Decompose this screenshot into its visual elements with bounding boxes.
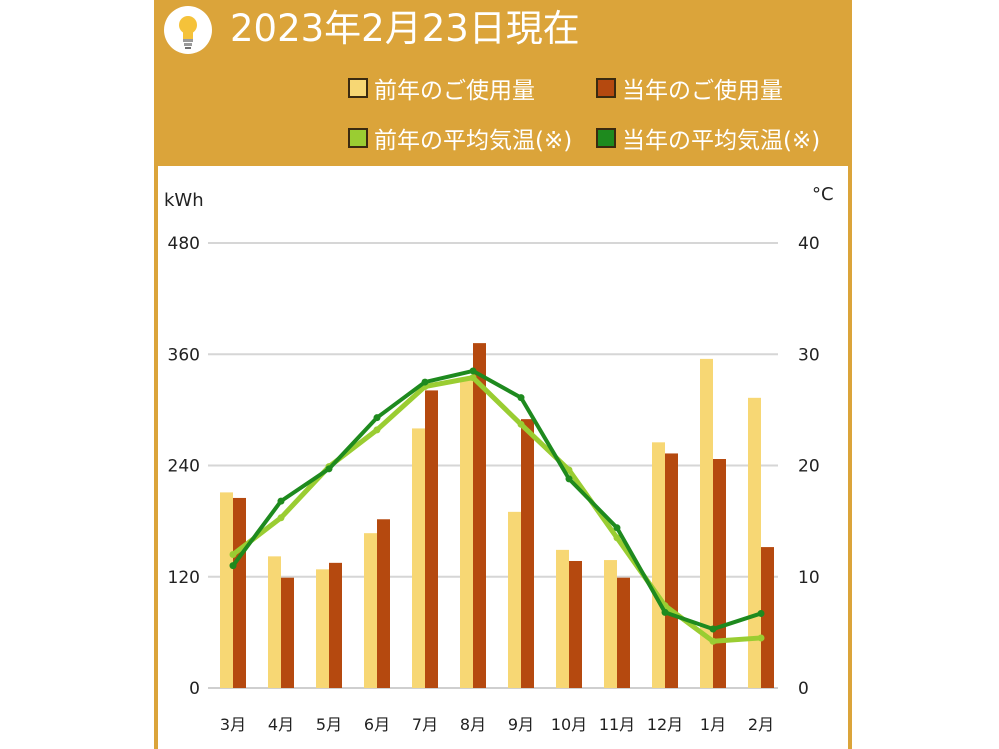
point-curr-temp [565, 475, 573, 483]
legend-label: 当年のご使用量 [622, 78, 783, 104]
point-curr-temp [421, 378, 429, 386]
y-left-axis-label: kWh [164, 190, 204, 211]
bar-curr-usage [713, 459, 726, 688]
bar-prev-usage [556, 549, 569, 688]
x-tick-label: 6月 [364, 715, 390, 734]
lightbulb-icon [164, 6, 212, 54]
y-left-tick-label: 0 [189, 679, 200, 699]
x-tick-label: 8月 [460, 715, 486, 734]
x-tick-label: 7月 [412, 715, 438, 734]
y-right-axis-label: °C [812, 184, 834, 205]
bar-prev-usage [460, 377, 473, 688]
line-prev-temp [231, 375, 762, 644]
bar-prev-usage [268, 556, 281, 688]
bar-prev-usage [220, 492, 233, 688]
y-right-tick-label: 40 [798, 234, 820, 254]
point-curr-temp [373, 414, 381, 422]
point-prev-temp [613, 534, 621, 542]
y-right-tick-label: 0 [798, 679, 809, 699]
point-prev-temp [517, 420, 525, 428]
point-prev-temp [229, 551, 237, 558]
point-curr-temp [469, 367, 477, 375]
bar-curr-usage [233, 497, 246, 688]
page-title: 2023年2月23日現在 [230, 7, 580, 50]
x-tick-label: 3月 [220, 715, 246, 734]
point-prev-temp [757, 634, 765, 642]
bar-prev-usage [412, 428, 425, 688]
point-curr-temp [661, 608, 669, 616]
panel-border-left [154, 166, 158, 749]
bar-curr-usage [425, 390, 438, 688]
y-right-tick-label: 10 [798, 568, 820, 588]
point-curr-temp [757, 609, 765, 617]
point-curr-temp [709, 625, 717, 633]
bar-curr-usage [761, 547, 774, 688]
point-prev-temp [565, 466, 573, 474]
x-tick-label: 10月 [551, 715, 587, 734]
bar-prev-usage [364, 533, 377, 688]
legend-label: 前年のご使用量 [374, 78, 535, 104]
bar-curr-usage [281, 577, 294, 688]
y-left-tick-label: 120 [168, 568, 200, 588]
legend-swatch [348, 128, 368, 148]
bar-prev-usage [508, 511, 521, 688]
chart-header: 2023年2月23日現在 前年のご使用量 当年のご使用量 前年の平均気温(※) … [154, 0, 852, 166]
point-curr-temp [325, 465, 333, 473]
x-tick-label: 1月 [700, 715, 726, 734]
y-left-tick-label: 360 [168, 345, 200, 365]
legend-label: 当年の平均気温(※) [622, 128, 821, 154]
y-left-tick-label: 480 [168, 234, 200, 254]
bar-curr-usage [521, 419, 534, 688]
bar-curr-usage [473, 343, 486, 688]
bar-curr-usage [377, 519, 390, 688]
point-curr-temp [229, 562, 237, 570]
legend-label: 前年の平均気温(※) [374, 128, 573, 154]
x-tick-label: 5月 [316, 715, 342, 734]
x-tick-label: 11月 [599, 715, 635, 734]
bar-prev-usage [700, 358, 713, 688]
bar-curr-usage [665, 453, 678, 688]
legend-swatch [348, 78, 368, 98]
y-right-tick-label: 30 [798, 345, 820, 365]
legend-swatch [596, 78, 616, 98]
y-left-tick-label: 240 [168, 457, 200, 477]
legend-item-prev-temp: 前年の平均気温(※) [348, 124, 573, 154]
bar-prev-usage [652, 442, 665, 688]
bar-prev-usage [604, 560, 617, 688]
legend-item-curr-temp: 当年の平均気温(※) [596, 124, 821, 154]
point-prev-temp [469, 374, 477, 382]
point-prev-temp [373, 426, 381, 434]
x-tick-label: 9月 [508, 715, 534, 734]
point-prev-temp [277, 514, 285, 522]
line-curr-temp [231, 368, 762, 632]
legend-item-prev-usage: 前年のご使用量 [348, 74, 535, 104]
bar-prev-usage [748, 397, 761, 688]
point-curr-temp [613, 524, 621, 532]
legend-swatch [596, 128, 616, 148]
bar-curr-usage [569, 560, 582, 688]
point-curr-temp [277, 497, 285, 505]
x-tick-label: 2月 [748, 715, 774, 734]
bar-prev-usage [316, 569, 329, 688]
bar-curr-usage [329, 562, 342, 688]
point-curr-temp [517, 394, 525, 402]
point-prev-temp [709, 637, 717, 645]
y-right-tick-label: 20 [798, 457, 820, 477]
x-tick-label: 12月 [647, 715, 683, 734]
bar-curr-usage [617, 577, 630, 688]
x-tick-label: 4月 [268, 715, 294, 734]
legend-item-curr-usage: 当年のご使用量 [596, 74, 783, 104]
panel-border-right [848, 166, 852, 749]
